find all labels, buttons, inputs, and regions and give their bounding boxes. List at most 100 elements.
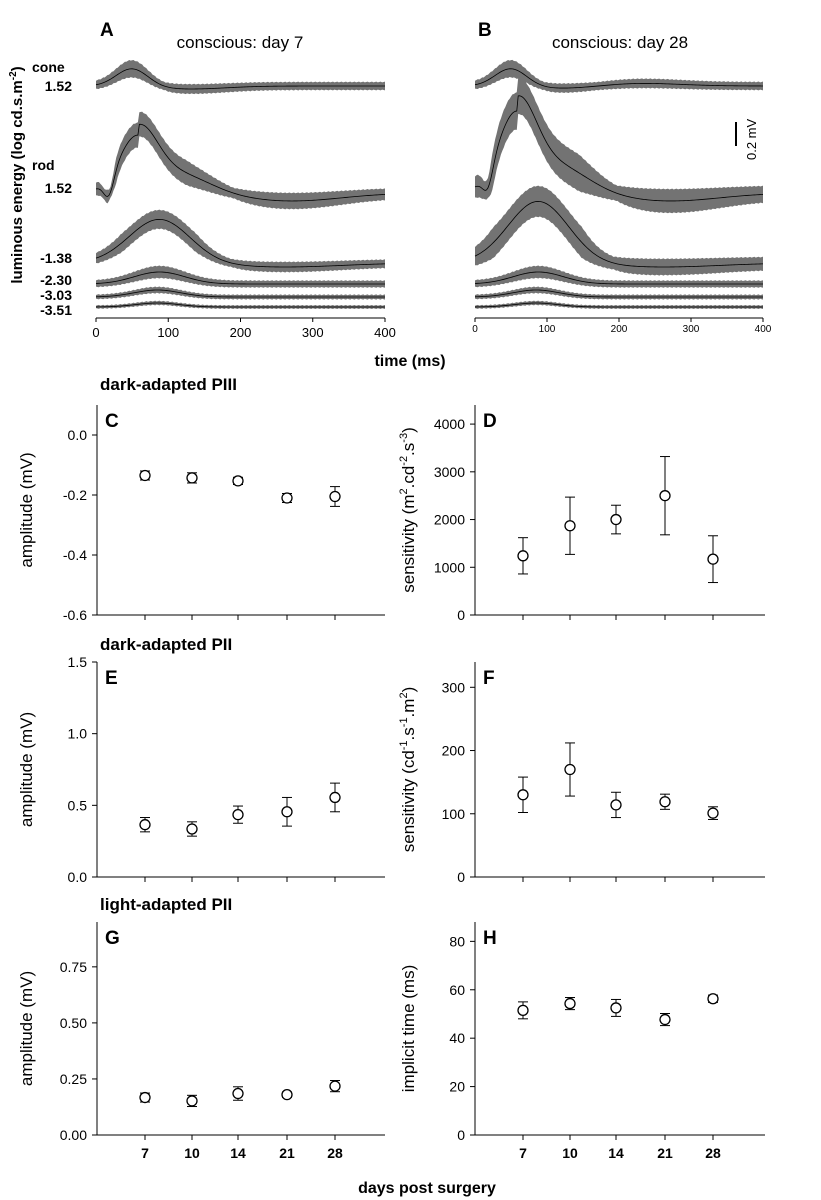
y-tick-label: 0 [457, 607, 465, 623]
level-label: -3.51 [40, 302, 72, 318]
x-tick-label: 21 [279, 1145, 295, 1161]
data-point [232, 475, 244, 487]
data-point [186, 823, 198, 835]
panel-title-a: conscious: day 7 [177, 33, 304, 52]
section-heading: dark-adapted PII [100, 635, 232, 654]
rod-label: rod [32, 157, 55, 173]
y-tick-label: 1000 [434, 559, 465, 575]
trace-mean [95, 68, 385, 90]
trace-band [96, 209, 385, 273]
panel-letter-a: A [100, 20, 114, 41]
data-point [517, 550, 529, 562]
trace-mean [95, 302, 385, 308]
x-tick-label: 7 [519, 1145, 527, 1161]
data-point [281, 806, 293, 818]
y-tick-label: -0.4 [63, 547, 87, 563]
trace-mean [95, 218, 386, 268]
level-label: -2.30 [40, 272, 72, 288]
data-point [232, 809, 244, 821]
x-tick-label: 28 [327, 1145, 343, 1161]
trace-mean [474, 271, 763, 285]
y-axis-label: sensitivity (m2.cd-2.s-3) [398, 427, 418, 593]
y-tick-label: 100 [442, 806, 466, 822]
data-point [232, 1087, 244, 1100]
data-point [281, 492, 293, 504]
panel-letter: D [483, 411, 497, 432]
data-point [564, 763, 576, 776]
days-axis-label: days post surgery [358, 1180, 496, 1197]
y-tick-label: 20 [449, 1079, 465, 1095]
data-point [329, 791, 341, 804]
data-point [139, 469, 151, 482]
trace-band [475, 300, 763, 309]
y-tick-label: 3000 [434, 464, 465, 480]
section-heading: light-adapted PII [100, 895, 232, 914]
trace-band [475, 265, 763, 288]
trace-mean [474, 289, 763, 298]
panel-letter: F [483, 668, 495, 689]
trace-mean [95, 123, 386, 202]
y-axis-label: sensitivity (cd-1.s-1.m2) [398, 687, 418, 853]
cone-label: cone [32, 59, 65, 75]
data-point [610, 1002, 622, 1014]
level-label: 1.52 [45, 180, 72, 196]
level-label: 1.52 [45, 78, 72, 94]
section-heading: dark-adapted PIII [100, 375, 237, 394]
y-tick-label: 300 [442, 679, 466, 695]
y-tick-label: 0.25 [60, 1071, 87, 1087]
data-point [186, 1095, 198, 1107]
data-point [329, 1080, 341, 1092]
traces-y-axis-label: luminous energy (log cd.s.m-2) [8, 66, 26, 283]
time-tick-label: 0 [472, 324, 478, 335]
time-axis-a: 0 100 200 300 400 [92, 317, 396, 340]
y-tick-label: 4000 [434, 416, 465, 432]
x-tick-label: 21 [657, 1145, 673, 1161]
trace-mean [474, 200, 764, 268]
x-tick-label: 28 [705, 1145, 721, 1161]
data-point [659, 1013, 671, 1026]
panel-letter: H [483, 928, 497, 949]
time-tick-label: 400 [374, 325, 396, 340]
y-tick-label: 0.5 [68, 797, 88, 813]
data-point [707, 993, 719, 1005]
trace-band [96, 286, 385, 300]
y-tick-label: 1.0 [68, 726, 88, 742]
y-tick-label: 80 [449, 933, 465, 949]
trace-mean [474, 302, 763, 308]
trace-group-a [95, 59, 386, 309]
trace-band [475, 77, 763, 214]
y-axis-label: amplitude (mV) [17, 452, 36, 567]
time-tick-label: 200 [230, 325, 252, 340]
trace-band [475, 185, 763, 276]
y-tick-label: -0.6 [63, 607, 87, 623]
x-tick-label: 14 [608, 1145, 624, 1161]
scale-bar-label: 0.2 mV [744, 118, 759, 160]
time-axis-label: time (ms) [374, 353, 445, 370]
y-tick-label: 0.50 [60, 1015, 87, 1031]
y-tick-label: 40 [449, 1030, 465, 1046]
trace-group-b [474, 59, 764, 309]
time-tick-label: 300 [302, 325, 324, 340]
data-point [610, 513, 622, 526]
time-axis-b: 0 100 200 300 400 [472, 317, 772, 335]
data-point [659, 490, 671, 502]
trace-mean [474, 68, 764, 89]
traces-panel-a: A conscious: day 7 0 100 200 300 400 [92, 20, 395, 340]
trace-band [475, 286, 763, 300]
time-tick-label: 300 [683, 324, 700, 335]
y-tick-label: 0 [457, 869, 465, 885]
y-tick-label: 2000 [434, 512, 465, 528]
time-tick-label: 200 [611, 324, 628, 335]
y-axis-label: implicit time (ms) [399, 965, 418, 1093]
panel-letter: G [105, 928, 120, 949]
data-point [517, 789, 529, 801]
data-point [139, 1091, 151, 1104]
data-point [329, 490, 341, 503]
level-label: -3.03 [40, 287, 72, 303]
